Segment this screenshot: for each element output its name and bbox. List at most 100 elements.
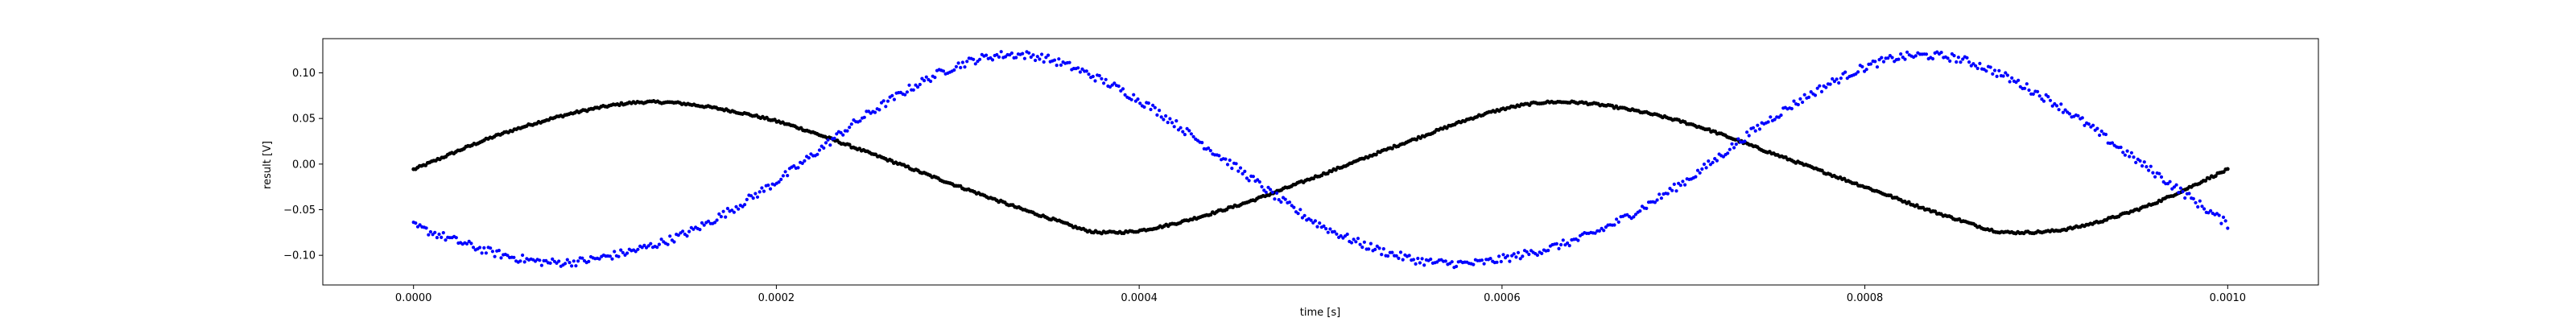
data-point (1191, 134, 1195, 138)
data-point (903, 93, 907, 97)
data-point (1027, 51, 1031, 55)
data-point (480, 251, 484, 255)
data-point (892, 97, 896, 101)
data-point (1715, 159, 1719, 163)
data-point (613, 250, 617, 254)
data-point (574, 264, 578, 268)
data-point (2202, 207, 2207, 211)
data-point (923, 79, 927, 83)
data-point (719, 215, 724, 219)
data-point (568, 261, 572, 265)
data-point (2036, 89, 2040, 93)
data-point (681, 229, 685, 233)
data-point (1868, 62, 1873, 66)
data-point (551, 257, 555, 261)
data-point (890, 93, 894, 97)
data-point (1832, 80, 1836, 84)
data-point (1769, 115, 1773, 119)
series-2 (411, 50, 2230, 270)
data-point (978, 57, 982, 61)
data-point (712, 221, 717, 225)
data-point (642, 243, 646, 247)
data-point (758, 190, 762, 194)
data-point (610, 257, 614, 261)
data-point (1961, 57, 1965, 61)
data-point (822, 146, 826, 150)
data-point (2151, 171, 2155, 175)
data-point (1984, 69, 1988, 73)
data-point (2183, 196, 2187, 200)
data-point (1100, 76, 1104, 80)
data-point (1181, 130, 1185, 134)
data-point (621, 250, 625, 254)
data-point (972, 57, 976, 61)
data-point (1813, 93, 1818, 97)
data-point (2140, 164, 2145, 168)
data-point (2149, 164, 2153, 168)
data-point (548, 261, 552, 265)
data-point (1149, 107, 1153, 112)
data-point (766, 184, 770, 188)
data-point (1948, 59, 1952, 63)
data-point (965, 60, 969, 64)
data-point (777, 180, 781, 184)
data-point (717, 212, 721, 216)
data-point (1052, 58, 1057, 62)
data-point (668, 234, 672, 238)
data-point (1377, 246, 1381, 250)
data-point (1612, 223, 1616, 227)
data-point (835, 132, 839, 136)
data-point (1313, 219, 1317, 223)
data-point (1864, 68, 1868, 72)
data-point (2040, 97, 2044, 101)
data-point (1251, 175, 1255, 179)
data-point (634, 250, 638, 254)
data-point (2008, 80, 2012, 84)
data-point (858, 119, 862, 123)
data-point (427, 233, 431, 237)
data-point (1602, 229, 1606, 233)
data-point (1726, 151, 1730, 155)
data-point (1443, 259, 1447, 263)
data-point (1952, 54, 1956, 58)
data-point (1955, 60, 1959, 64)
data-point (1678, 184, 1682, 188)
data-point (1339, 233, 1343, 238)
data-point (685, 234, 689, 238)
data-point (493, 254, 497, 258)
y-tick-label: 0.05 (292, 114, 316, 126)
data-point (1187, 129, 1191, 133)
data-point (1257, 180, 1261, 184)
data-point (424, 226, 428, 230)
data-point (800, 161, 804, 165)
data-point (1695, 168, 1700, 172)
data-point (659, 237, 663, 242)
data-point (1525, 250, 1529, 254)
data-point (1535, 253, 1539, 258)
data-point (2142, 160, 2146, 164)
data-point (1270, 190, 1274, 194)
data-point (1129, 97, 1133, 101)
data-point (1645, 206, 1649, 210)
data-point (1501, 253, 1505, 257)
data-point (2001, 74, 2005, 78)
data-point (1414, 262, 1418, 266)
data-point (749, 194, 753, 198)
data-point (1260, 184, 1264, 189)
data-point (1711, 160, 1715, 164)
data-point (1420, 257, 1424, 261)
data-point (2046, 95, 2050, 99)
data-point (1516, 250, 1521, 254)
data-point (751, 196, 755, 200)
data-point (1087, 72, 1091, 76)
data-point (1743, 139, 1747, 143)
data-point (2213, 174, 2218, 179)
data-point (2226, 226, 2230, 230)
data-point (1653, 200, 1657, 204)
data-point (1638, 209, 1642, 213)
data-point (646, 244, 650, 248)
data-point (580, 256, 584, 260)
data-point (1633, 213, 1638, 217)
data-point (2223, 219, 2227, 223)
data-point (1668, 187, 1672, 191)
